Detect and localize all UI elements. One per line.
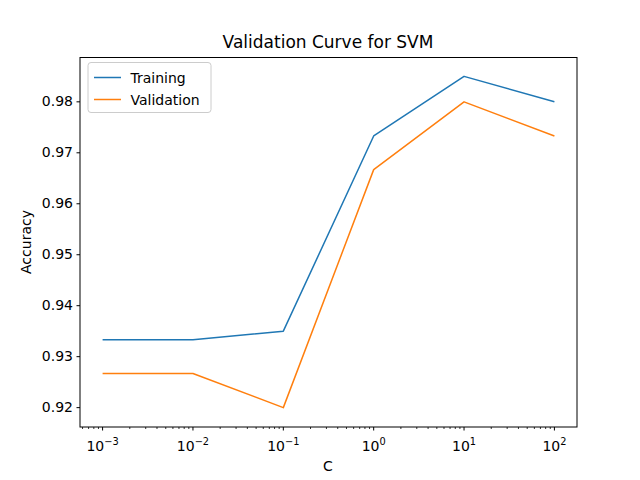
y-tick-label: 0.93 [42,348,73,364]
plot-canvas: 10−3 10−2 10−1 100 101 102 0.92 0.93 0.94 0.95 0.9… [0,0,640,480]
y-tick-label: 0.98 [42,93,73,109]
y-axis-label: Accuracy [18,210,34,274]
x-tick-label: 10−3 [86,436,118,455]
matplotlib-figure: 10−3 10−2 10−1 100 101 102 0.92 0.93 0.94 0.95 0.9… [0,0,640,480]
y-tick-label: 0.96 [42,195,73,211]
x-tick-label: 100 [362,436,386,455]
legend: Training Validation [88,63,211,113]
legend-label-training: Training [130,70,186,86]
legend-label-validation: Validation [131,92,200,108]
x-tick-label: 101 [452,436,476,455]
series-line-training [103,76,555,339]
x-tick-label: 102 [542,436,566,455]
x-axis-label: C [323,458,333,474]
x-tick-label: 10−2 [177,436,209,455]
chart-title: Validation Curve for SVM [223,32,434,52]
y-tick-label: 0.92 [42,399,73,415]
y-tick-label: 0.94 [42,297,73,313]
y-tick-label: 0.95 [42,246,73,262]
series-line-validation [103,102,555,408]
x-tick-label: 10−1 [267,436,299,455]
y-tick-label: 0.97 [42,144,73,160]
